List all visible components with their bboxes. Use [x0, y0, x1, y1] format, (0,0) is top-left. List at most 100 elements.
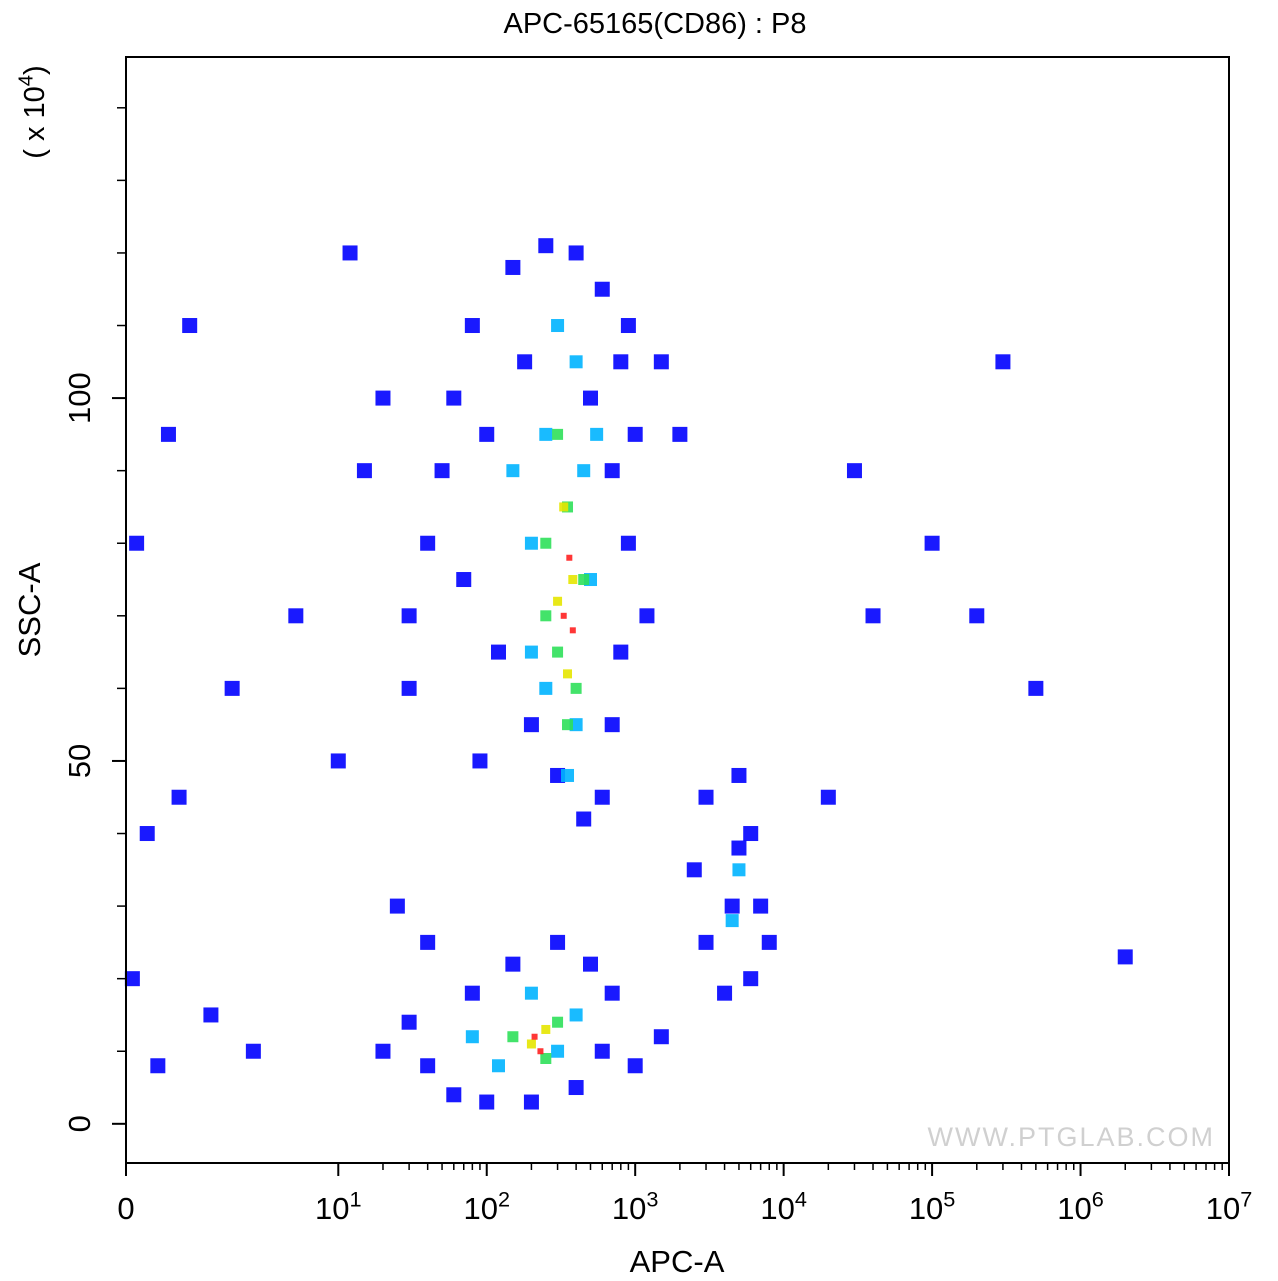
data-point: [203, 1007, 219, 1023]
data-point: [761, 934, 777, 950]
data-point: [743, 826, 759, 842]
data-point: [552, 1016, 564, 1028]
data-point: [472, 753, 488, 769]
data-point: [1117, 949, 1133, 965]
data-point: [517, 354, 533, 370]
data-point: [124, 971, 140, 987]
data-point: [577, 464, 591, 478]
data-point: [653, 354, 669, 370]
data-point: [613, 354, 629, 370]
data-point: [569, 627, 576, 634]
data-point: [505, 956, 521, 972]
data-point: [969, 608, 985, 624]
data-point: [568, 245, 584, 261]
data-point: [540, 537, 552, 549]
data-point: [563, 669, 573, 679]
chart-title: APC-65165(CD86) : P8: [503, 8, 806, 40]
data-point: [552, 646, 564, 658]
data-point: [245, 1043, 261, 1059]
data-point: [401, 1014, 417, 1030]
data-point: [551, 1044, 565, 1058]
data-point: [538, 238, 554, 254]
x-tick-label: 102: [463, 1187, 510, 1226]
data-point: [182, 318, 198, 334]
watermark: WWW.PTGLAB.COM: [928, 1122, 1216, 1152]
y-tick-label: 50: [62, 744, 97, 778]
data-point: [456, 572, 472, 588]
data-point: [552, 428, 564, 440]
data-point: [330, 753, 346, 769]
data-point: [342, 245, 358, 261]
data-point: [924, 535, 940, 551]
x-axis-label: APC-A: [630, 1244, 725, 1279]
data-point: [479, 1094, 495, 1110]
x-tick-label: 105: [909, 1187, 956, 1226]
data-point: [288, 608, 304, 624]
data-point: [594, 789, 610, 805]
data-point: [753, 898, 769, 914]
data-point: [224, 680, 240, 696]
y-tick-label: 0: [62, 1115, 97, 1132]
data-point: [583, 390, 599, 406]
data-point: [732, 863, 746, 877]
data-point: [590, 427, 604, 441]
data-point: [524, 536, 538, 550]
data-point: [446, 390, 462, 406]
x-tick-label: 107: [1206, 1187, 1253, 1226]
data-point: [594, 1043, 610, 1059]
data-point: [604, 985, 620, 1001]
data-point: [150, 1058, 166, 1074]
data-point: [566, 554, 573, 561]
data-point: [698, 934, 714, 950]
data-point: [524, 986, 538, 1000]
data-point: [401, 680, 417, 696]
x-tick-label: 0: [117, 1191, 134, 1226]
data-point: [553, 596, 563, 606]
data-point: [139, 826, 155, 842]
data-point: [653, 1029, 669, 1045]
data-point: [578, 574, 590, 586]
data-point: [560, 612, 567, 619]
data-point: [539, 427, 553, 441]
x-tick-label: 103: [612, 1187, 659, 1226]
data-point: [524, 645, 538, 659]
data-point: [446, 1087, 462, 1103]
data-point: [865, 608, 881, 624]
data-point: [401, 608, 417, 624]
y-tick-label: 100: [62, 372, 97, 424]
data-point: [540, 1052, 552, 1064]
data-point: [375, 390, 391, 406]
data-point: [523, 1094, 539, 1110]
data-point: [526, 1039, 536, 1049]
x-tick-label: 106: [1057, 1187, 1104, 1226]
data-point: [129, 535, 145, 551]
data-point: [523, 717, 539, 733]
data-point: [540, 610, 552, 622]
data-point: [731, 767, 747, 783]
data-point: [561, 768, 575, 782]
data-point: [491, 1059, 505, 1073]
data-point: [464, 985, 480, 1001]
y-axis-label: SSC-A: [12, 562, 47, 657]
data-point: [505, 259, 521, 275]
data-point: [356, 463, 372, 479]
data-point: [570, 682, 582, 694]
data-point: [569, 355, 583, 369]
data-point: [820, 789, 836, 805]
data-point: [604, 717, 620, 733]
data-point: [627, 1058, 643, 1074]
data-point: [420, 1058, 436, 1074]
data-point: [698, 789, 714, 805]
data-point: [568, 1080, 584, 1096]
data-point: [541, 1024, 551, 1034]
data-point: [620, 535, 636, 551]
data-point: [639, 608, 655, 624]
data-point: [569, 1008, 583, 1022]
data-point: [550, 934, 566, 950]
data-point: [559, 502, 569, 512]
data-point: [620, 318, 636, 334]
data-point: [420, 934, 436, 950]
data-point: [537, 1048, 544, 1055]
